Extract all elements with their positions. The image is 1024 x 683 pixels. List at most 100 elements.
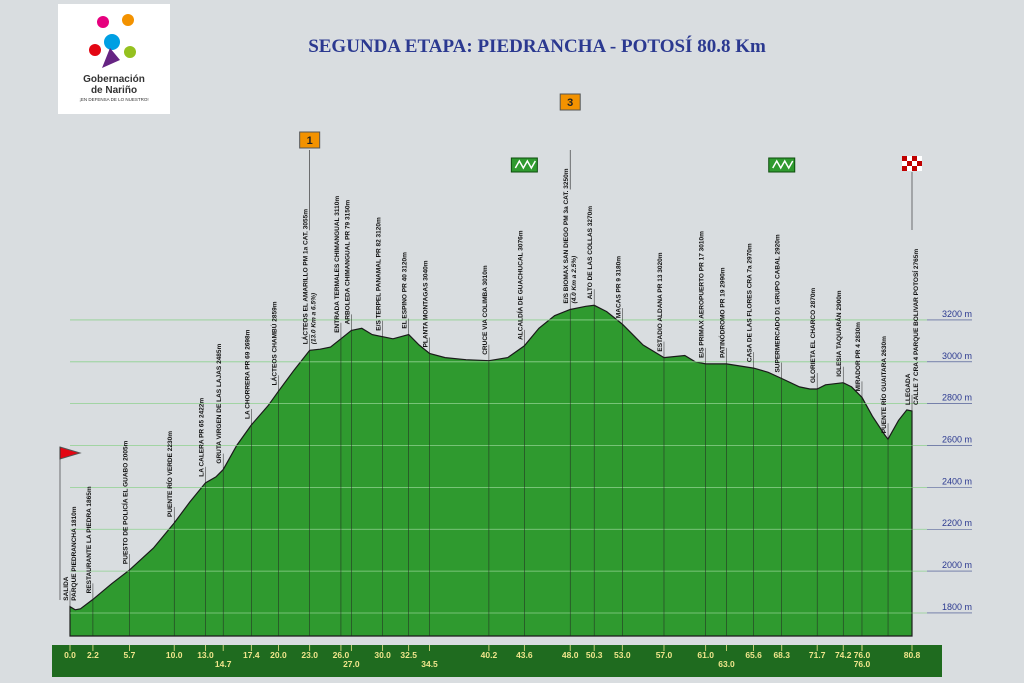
x-tick-label: 14.7 — [215, 659, 232, 669]
waypoint-label: ARBOLEDA CHIMANGUAL PR 79 3150m — [344, 200, 351, 325]
logo-slogan: ¡EN DEFENSA DE LO NUESTRO! — [79, 97, 148, 102]
waypoint-label: PUENTE RÍO VERDE 2230m — [165, 431, 174, 517]
logo-text: de Nariño — [91, 85, 137, 96]
finish-flag — [907, 166, 912, 171]
finish-flag — [902, 166, 907, 171]
waypoint-label: E/S BIOMAX SAN DIEGO PM 3a CAT. 3250m — [563, 168, 570, 303]
waypoint-label: SALIDA — [63, 576, 70, 601]
waypoint-label: PUESTO DE POLICÍA EL GUABO 2005m — [120, 440, 129, 564]
x-tick-label: 68.3 — [773, 650, 790, 660]
y-tick-label: 2400 m — [942, 476, 972, 486]
y-tick-label: 3200 m — [942, 309, 972, 319]
waypoint-label: SUPERMERCADO D1 GRUPO CABAL 2920m — [775, 234, 782, 372]
waypoint-label: LA CALERA PR 65 2422m — [198, 398, 205, 477]
logo-figure — [122, 14, 134, 26]
x-tick-label: 50.3 — [586, 650, 603, 660]
logo-text: Gobernación — [83, 74, 145, 85]
finish-flag — [907, 161, 912, 166]
waypoint-label: ENTRADA TERMALES CHIMANGUAL 3110m — [334, 196, 341, 333]
climb-marker — [559, 93, 581, 111]
waypoint-label: PLANTA MONTAGAS 3040m — [423, 260, 430, 347]
y-tick-label: 2800 m — [942, 393, 972, 403]
x-tick-label: 27.0 — [343, 659, 360, 669]
climb-marker — [299, 131, 321, 149]
sprint-icon — [772, 159, 794, 170]
x-tick-label: 5.7 — [123, 650, 135, 660]
logo-figure — [102, 48, 120, 68]
waypoint-label: ALTO DE LAS COLLAS 3270m — [587, 206, 594, 300]
y-tick-label: 2600 m — [942, 435, 972, 445]
elevation-area — [69, 304, 913, 637]
x-tick-label: 23.0 — [301, 650, 318, 660]
waypoint-label: GLORIETA EL CHARCO 2870m — [810, 288, 817, 383]
waypoint-label: PARQUE PIEDRANCHA 1810m — [71, 506, 78, 600]
waypoint-label: CASA DE LAS FLORES CRA 7a 2970m — [747, 243, 754, 362]
waypoint-label: CALLE 7 CRA 4 PARQUE BOLIVAR POTOSÍ 2765… — [911, 249, 920, 405]
x-tick-label: 48.0 — [562, 650, 579, 660]
climb-note: (4.0 Km a 2.5%) — [571, 256, 578, 304]
waypoint-label: ALCALDÍA DE GUACHUCAL 3076m — [515, 230, 524, 340]
waypoint-label: PATINÓDROMO PR 19 2990m — [718, 267, 727, 358]
waypoint-label: MIRADOR PR 4 2830m — [855, 322, 862, 392]
x-tick-label: 76.0 — [854, 650, 871, 660]
logo-figure — [89, 44, 101, 56]
x-tick-label: 76.0 — [854, 659, 871, 669]
km-bar — [52, 645, 942, 677]
x-tick-label: 20.0 — [270, 650, 287, 660]
finish-flag — [907, 156, 912, 161]
climb-label: 1 — [307, 135, 313, 147]
finish-flag — [902, 161, 907, 166]
waypoint-label: IGLESIA TAQUARÁN 2900m — [834, 290, 843, 377]
finish-flag — [912, 161, 917, 166]
x-tick-label: 40.2 — [481, 650, 498, 660]
waypoint-label: LA CHORRERA PR 69 2698m — [244, 329, 251, 419]
finish-flag — [912, 166, 917, 171]
x-tick-label: 65.6 — [745, 650, 762, 660]
logo-figure — [124, 46, 136, 58]
x-tick-label: 63.0 — [718, 659, 735, 669]
y-tick-label: 2000 m — [942, 560, 972, 570]
x-tick-label: 2.2 — [87, 650, 99, 660]
finish-flag — [902, 156, 907, 161]
finish-flag — [912, 156, 917, 161]
y-tick-label: 3000 m — [942, 351, 972, 361]
x-tick-label: 17.4 — [243, 650, 260, 660]
waypoint-label: MACAS PR 9 3180m — [615, 256, 622, 318]
waypoint-label: LÁCTEOS CHAMBÚ 2859m — [269, 301, 278, 385]
waypoint-label: EL ESPINO PR 40 3120m — [402, 252, 409, 329]
x-tick-label: 10.0 — [166, 650, 183, 660]
y-tick-label: 2200 m — [942, 518, 972, 528]
x-tick-label: 57.0 — [656, 650, 673, 660]
x-tick-label: 0.0 — [64, 650, 76, 660]
x-tick-label: 34.5 — [421, 659, 438, 669]
x-tick-label: 43.6 — [516, 650, 533, 660]
x-tick-label: 74.2 — [835, 650, 852, 660]
finish-flag — [917, 161, 922, 166]
climb-note: (13.0 Km a 6.5%) — [311, 293, 318, 344]
climb-label: 3 — [567, 97, 573, 109]
waypoint-label: E/S TERPEL PANAMAL PR 82 3120m — [376, 217, 383, 331]
waypoint-label: PUENTE RÍO GUAITARA 2630m — [879, 336, 888, 433]
waypoint-label: E/S PRIMAX AEROPUERTO PR 17 3010m — [699, 231, 706, 358]
waypoint-label: ESTADIO ALDANA PR 13 3020m — [657, 252, 664, 351]
waypoint-label: GRUTA VIRGEN DE LAS LAJAS 2485m — [216, 343, 223, 463]
waypoint-label: LÁCTEOS EL AMARILLO PM 1a CAT. 3055m — [301, 209, 310, 345]
sprint-icon — [514, 159, 536, 170]
logo-figure — [104, 34, 120, 50]
x-tick-label: 13.0 — [197, 650, 214, 660]
x-tick-label: 30.0 — [374, 650, 391, 660]
x-tick-label: 61.0 — [697, 650, 714, 660]
chart-title: SEGUNDA ETAPA: PIEDRANCHA - POTOSÍ 80.8 … — [308, 35, 766, 57]
x-tick-label: 32.5 — [400, 650, 417, 660]
waypoint-label: CRUCE VIA COLIMBA 3010m — [482, 265, 489, 355]
waypoint-label: LLEGADA — [905, 373, 912, 405]
logo-figure — [97, 16, 109, 28]
start-flag — [59, 446, 82, 460]
logo: Gobernación de Nariño ¡EN DEFENSA DE LO … — [58, 4, 170, 114]
waypoint-label: RESTAURANTE LA PIEDRA 1865m — [86, 486, 93, 593]
x-tick-label: 80.8 — [904, 650, 921, 660]
x-tick-label: 26.0 — [333, 650, 350, 660]
x-tick-label: 53.0 — [614, 650, 631, 660]
finish-flag — [917, 156, 922, 161]
